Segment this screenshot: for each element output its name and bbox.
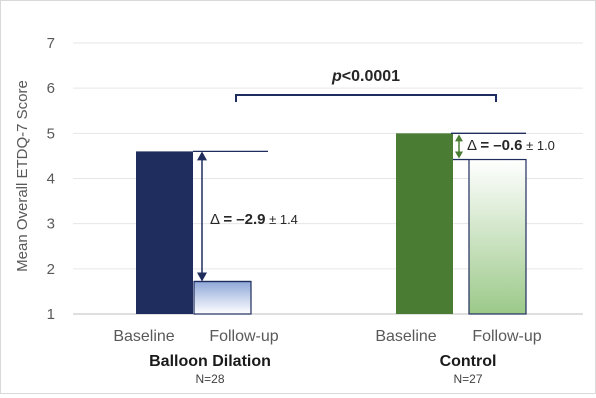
- x-tick-label: Baseline: [375, 328, 436, 345]
- balloon-baseline-bar: [136, 151, 193, 314]
- x-tick-label: Baseline: [113, 328, 174, 345]
- control-delta-label: Δ = –0.6 ± 1.0: [467, 137, 555, 154]
- group-n-label: N=27: [453, 372, 482, 386]
- significance-bracket: [235, 94, 497, 102]
- y-tick-label: 2: [47, 261, 55, 278]
- delta-prefix: Δ: [467, 137, 480, 154]
- group-label: Control: [440, 353, 497, 370]
- y-tick-label: 4: [47, 171, 55, 188]
- x-tick-label: Follow-up: [472, 328, 541, 345]
- y-tick-labels: 1 2 3 4 5 6 7: [47, 35, 55, 323]
- balloon-delta-label: Δ = –2.9 ± 1.4: [210, 211, 298, 228]
- balloon-delta-arrowhead-down: [197, 272, 207, 282]
- control-baseline-bar: [396, 133, 453, 314]
- x-axis-labels: Baseline Follow-up Baseline Follow-up Balloo…: [113, 328, 541, 386]
- x-tick-label: Follow-up: [209, 328, 278, 345]
- control-delta-arrowhead-up: [455, 134, 463, 142]
- y-tick-label: 7: [47, 35, 55, 52]
- delta-sd: ± 1.4: [265, 212, 297, 227]
- delta-value: = –2.9: [223, 211, 265, 228]
- delta-value: = –0.6: [480, 137, 522, 154]
- balloon-followup-bar: [193, 280, 252, 315]
- control-delta-arrowhead-down: [455, 151, 463, 159]
- delta-sd: ± 1.0: [522, 138, 554, 153]
- p-value-symbol: p: [331, 68, 342, 85]
- annotations: Δ = –2.9 ± 1.4Δ = –0.6 ± 1.0p<0.0001: [193, 68, 555, 283]
- y-tick-label: 1: [47, 306, 55, 323]
- y-tick-label: 5: [47, 125, 55, 142]
- y-tick-label: 6: [47, 80, 55, 97]
- control-followup-bar: [468, 158, 527, 315]
- y-tick-label: 3: [47, 216, 55, 233]
- bars: [136, 133, 527, 315]
- p-value-text: <0.0001: [342, 68, 400, 85]
- group-label: Balloon Dilation: [149, 353, 271, 370]
- group-n-label: N=28: [195, 372, 224, 386]
- balloon-delta-arrowhead-up: [197, 151, 207, 161]
- y-axis-label: Mean Overall ETDQ-7 Score: [14, 80, 31, 272]
- delta-prefix: Δ: [210, 211, 223, 228]
- p-value-label: p<0.0001: [331, 68, 400, 85]
